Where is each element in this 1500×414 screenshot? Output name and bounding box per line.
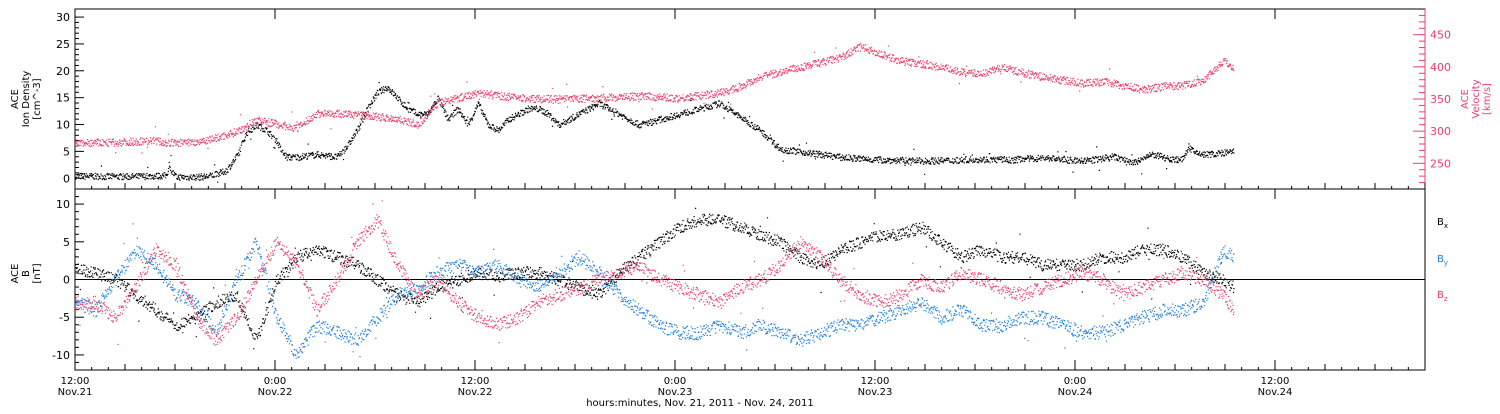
- bottom-left-tick-label: -5: [59, 311, 70, 324]
- x-tick-time: 0:00: [1064, 376, 1086, 387]
- x-tick-time: 12:00: [1261, 376, 1290, 387]
- x-tick-date: Nov.24: [1058, 387, 1093, 398]
- x-tick-time: 0:00: [264, 376, 286, 387]
- top-right-tick-label: 400: [1430, 61, 1451, 74]
- x-tick-date: Nov.22: [258, 387, 293, 398]
- velocity-series-points: [75, 42, 1235, 154]
- x-axis-title: hours:minutes, Nov. 21, 2011 - Nov. 24, …: [586, 398, 814, 409]
- top-left-tick-label: 15: [56, 92, 70, 105]
- top-left-tick-label: 25: [56, 38, 70, 51]
- x-tick-time: 12:00: [861, 376, 890, 387]
- top-right-ylabel-line: [km/s]: [1482, 83, 1493, 115]
- bottom-left-tick-label: 10: [56, 198, 70, 211]
- bz-series: [75, 200, 1235, 346]
- top-right-ylabel: ACE Velocity [km/s]: [1460, 79, 1493, 118]
- legend-entry-sub: y: [1444, 259, 1448, 267]
- top-right-ylabel-line: ACE: [1460, 89, 1471, 109]
- velocity-series: [75, 42, 1235, 154]
- legend-entry-sub: x: [1444, 222, 1448, 230]
- legend-entry-sub: z: [1444, 295, 1448, 303]
- ion-density-series-points: [75, 81, 1235, 183]
- bottom-left-ylabel-line: ACE: [10, 264, 21, 284]
- top-left-tick-label: 30: [56, 11, 70, 24]
- top-right-tick-label: 250: [1430, 157, 1451, 170]
- top-left-ylabel: ACE Ion Density [cm^-3]: [10, 71, 43, 128]
- x-tick-time: 12:00: [461, 376, 490, 387]
- bz-series-points: [75, 200, 1235, 346]
- x-tick-date: Nov.21: [58, 387, 93, 398]
- bottom-left-tick-label: -10: [52, 349, 70, 362]
- bottom-left-tick-label: 0: [63, 274, 70, 287]
- top-panel-frame: [74, 8, 1426, 190]
- ion-density-series: [75, 81, 1235, 183]
- bottom-left-tick-label: 5: [63, 236, 70, 249]
- x-tick-date: Nov.24: [1258, 387, 1293, 398]
- bx-series: [75, 207, 1235, 350]
- top-left-ylabel-line: Ion Density: [21, 71, 32, 128]
- x-tick-time: 0:00: [664, 376, 686, 387]
- bottom-left-ylabel-line: B: [21, 270, 32, 277]
- bx-series-points: [75, 207, 1235, 350]
- legend-entry: By: [1437, 254, 1448, 267]
- top-right-ylabel-line: Velocity: [1471, 79, 1482, 118]
- top-left-ylabel-line: ACE: [10, 89, 21, 109]
- legend-entry: Bz: [1437, 290, 1448, 303]
- top-left-tick-label: 20: [56, 65, 70, 78]
- top-left-tick-label: 5: [63, 145, 70, 158]
- legend-entry: Bx: [1437, 217, 1448, 230]
- top-left-ylabel-unit: [cm^-3]: [32, 78, 43, 119]
- bottom-left-ylabel: ACE B [nT]: [10, 263, 43, 283]
- top-right-tick-label: 450: [1430, 29, 1451, 42]
- x-tick-time: 12:00: [61, 376, 90, 387]
- x-tick-date: Nov.23: [858, 387, 893, 398]
- x-axis: 12:00Nov.210:00Nov.2212:00Nov.220:00Nov.…: [58, 9, 1426, 398]
- top-right-tick-label: 350: [1430, 93, 1451, 106]
- bottom-left-ylabel-line: [nT]: [32, 263, 43, 283]
- top-left-tick-label: 0: [63, 172, 70, 185]
- top-left-tick-label: 10: [56, 119, 70, 132]
- top-right-tick-label: 300: [1430, 125, 1451, 138]
- x-tick-date: Nov.22: [458, 387, 493, 398]
- x-tick-date: Nov.23: [658, 387, 693, 398]
